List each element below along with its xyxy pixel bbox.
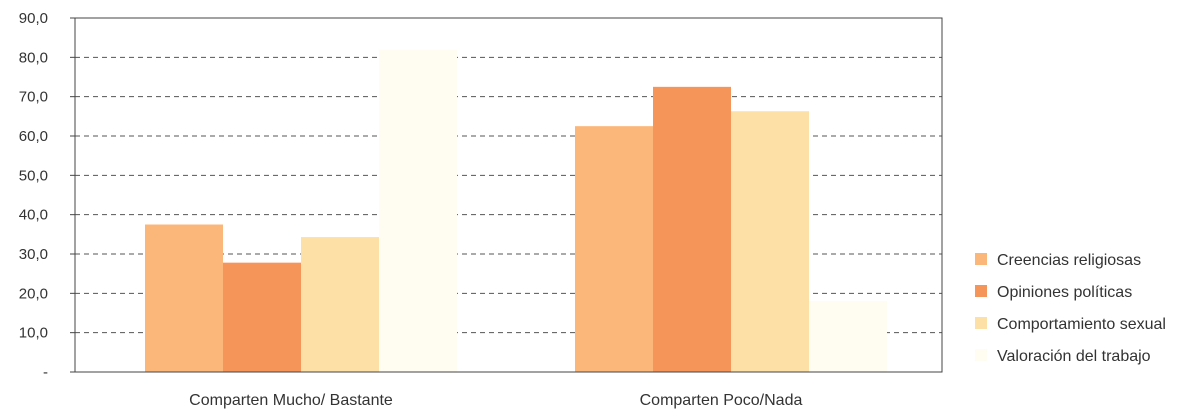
bar <box>145 224 223 372</box>
y-tick-label: 60,0 <box>19 128 48 145</box>
plot-frame <box>74 17 943 373</box>
x-axis: Comparten Mucho/ Bastante Comparten Poco/… <box>189 392 802 409</box>
bar <box>223 262 301 372</box>
bar <box>575 126 653 373</box>
legend-swatch <box>975 253 987 265</box>
x-category-label: Comparten Mucho/ Bastante <box>189 392 393 409</box>
legend-label: Opiniones políticas <box>997 284 1132 301</box>
legend-swatch <box>975 317 987 329</box>
y-tick-label: 50,0 <box>19 167 48 184</box>
y-tick-label: 20,0 <box>19 285 48 302</box>
legend-label: Comportamiento sexual <box>997 316 1166 333</box>
legend-swatch <box>975 349 987 361</box>
y-tick-label: 10,0 <box>19 325 48 342</box>
y-tick-label: - <box>43 364 48 381</box>
legend-label: Creencias religiosas <box>997 252 1141 269</box>
bar <box>653 86 731 372</box>
y-tick-label: 30,0 <box>19 246 48 263</box>
bar <box>301 237 379 372</box>
y-tick-label: 40,0 <box>19 207 48 224</box>
bars <box>145 49 887 373</box>
legend: Creencias religiosas Opiniones políticas C… <box>975 252 1166 365</box>
y-axis: - 10,0 20,0 30,0 40,0 50,0 60,0 70,0 80,0 90,0 <box>19 10 75 381</box>
bar <box>379 49 457 372</box>
bar <box>809 301 887 372</box>
legend-swatch <box>975 285 987 297</box>
x-category-label: Comparten Poco/Nada <box>640 392 803 409</box>
bar <box>731 111 809 372</box>
legend-label: Valoración del trabajo <box>997 348 1151 365</box>
y-tick-label: 70,0 <box>19 89 48 106</box>
y-tick-label: 90,0 <box>19 10 48 27</box>
y-tick-label: 80,0 <box>19 49 48 66</box>
